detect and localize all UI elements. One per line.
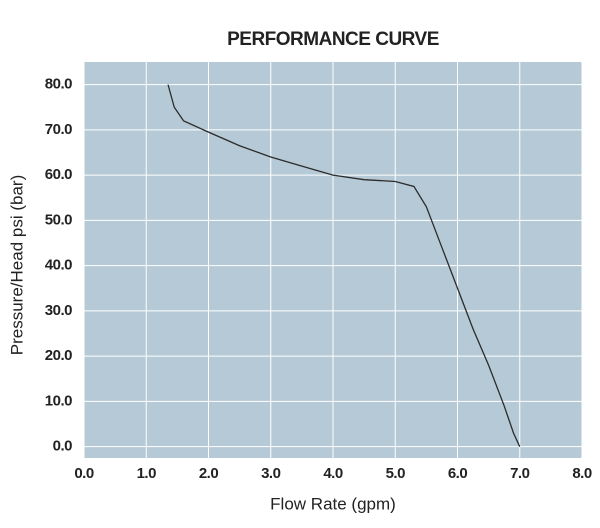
y-tick-label: 0.0 [53, 438, 73, 455]
y-tick-label: 40.0 [45, 257, 72, 274]
x-tick-label: 2.0 [199, 465, 219, 482]
x-axis-label: Flow Rate (gpm) [270, 494, 396, 513]
chart-title: PERFORMANCE CURVE [227, 29, 439, 50]
x-tick-label: 7.0 [510, 465, 530, 482]
y-tick-label: 20.0 [45, 347, 72, 364]
x-tick-label: 5.0 [386, 465, 406, 482]
y-axis-label: Pressure/Head psi (bar) [7, 175, 26, 355]
x-tick-label: 1.0 [137, 465, 157, 482]
x-tick-label: 8.0 [572, 465, 592, 482]
x-tick-label: 0.0 [74, 465, 94, 482]
y-tick-label: 50.0 [45, 211, 72, 228]
y-tick-label: 80.0 [45, 76, 72, 93]
x-tick-label: 3.0 [261, 465, 281, 482]
x-tick-label: 4.0 [323, 465, 343, 482]
y-tick-label: 30.0 [45, 302, 72, 319]
x-tick-label: 6.0 [448, 465, 468, 482]
curve [167, 84, 521, 447]
y-tick-label: 70.0 [45, 121, 72, 138]
y-tick-label: 60.0 [45, 166, 72, 183]
y-tick-label: 10.0 [45, 392, 72, 409]
